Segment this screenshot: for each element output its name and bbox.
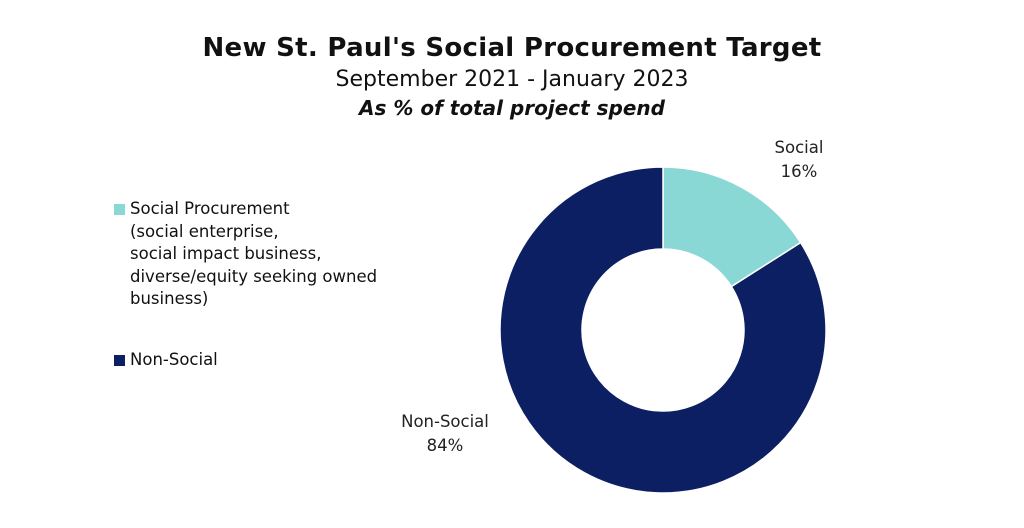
chart-title: New St. Paul's Social Procurement Target	[202, 33, 822, 63]
slice-label-social-percent: 16%	[781, 162, 818, 181]
legend-line: Non-Social	[130, 349, 218, 369]
legend-line: (social enterprise,	[130, 221, 279, 241]
legend-line: social impact business,	[130, 244, 322, 263]
slice-label-non-social-percent: 84%	[427, 436, 464, 455]
legend-line: diverse/equity seeking owned	[130, 266, 378, 286]
slice-label-non-social-name: Non-Social	[401, 412, 489, 431]
donut-slice-social	[662, 166, 802, 288]
legend-item-non-social: Non-Social	[114, 349, 434, 372]
chart-subsubtitle: As % of total project spend	[359, 96, 665, 120]
legend-item-social-procurement: Social Procurement (social enterprise, s…	[114, 198, 434, 311]
legend-label-non-social: Non-Social	[130, 349, 218, 372]
chart-subtitle: September 2021 - January 2023	[335, 67, 689, 92]
donut-slice-non-social	[499, 166, 827, 494]
chart-legend: Social Procurement (social enterprise, s…	[114, 198, 434, 371]
legend-label-social: Social Procurement (social enterprise, s…	[130, 198, 377, 311]
legend-swatch-non-social	[114, 354, 125, 366]
slice-label-social-name: Social	[775, 138, 824, 157]
legend-line: Social Procurement	[130, 199, 290, 218]
donut-slices	[499, 166, 827, 494]
legend-swatch-social	[114, 204, 125, 215]
chart-titles: New St. Paul's Social Procurement Target…	[0, 30, 1024, 122]
legend-line: business)	[130, 289, 209, 308]
